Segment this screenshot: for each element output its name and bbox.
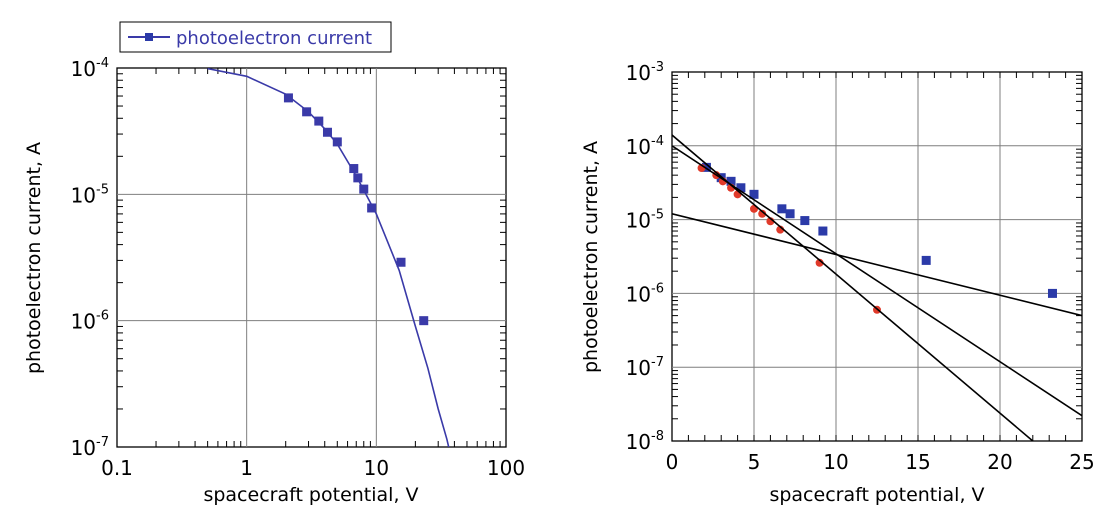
x-tick-label: 0 xyxy=(666,450,679,474)
y-tick-label: 10-4 xyxy=(626,134,664,159)
legend-label: photoelectron current xyxy=(176,28,372,49)
right-x-axis-label: spacecraft potential, V xyxy=(769,484,984,506)
legend-marker xyxy=(145,33,153,41)
square-point xyxy=(726,176,736,186)
square-point xyxy=(777,204,787,214)
square-point xyxy=(367,203,377,213)
right-y-tick-labels: 10-8 10-7 10-6 10-5 10-4 10-3 xyxy=(626,60,664,454)
x-tick-label: 20 xyxy=(987,450,1012,474)
y-tick-label: 10-5 xyxy=(71,182,109,207)
square-point xyxy=(322,127,332,137)
y-tick-label: 10-8 xyxy=(626,429,664,454)
right-grid xyxy=(672,72,1082,441)
x-tick-label: 15 xyxy=(905,450,930,474)
fit-curve xyxy=(207,68,450,447)
x-tick-label: 1 xyxy=(240,456,253,480)
square-point xyxy=(353,173,363,183)
square-point xyxy=(785,209,795,219)
left-grid xyxy=(117,68,506,447)
square-point xyxy=(359,184,369,194)
left-plot-frame xyxy=(116,67,507,448)
left-x-axis-label: spacecraft potential, V xyxy=(203,484,418,506)
right-data xyxy=(672,134,1082,441)
left-y-axis-label: photoelectron current, A xyxy=(23,142,45,374)
square-point xyxy=(349,164,359,174)
y-tick-label: 10-3 xyxy=(626,60,664,85)
square-point xyxy=(283,93,293,103)
square-point xyxy=(332,137,342,147)
square-point xyxy=(302,107,312,117)
x-tick-label: 100 xyxy=(487,456,525,480)
trend-line xyxy=(672,145,1082,417)
x-tick-label: 10 xyxy=(364,456,389,480)
square-point xyxy=(818,226,828,236)
square-point xyxy=(1047,288,1057,298)
x-tick-label: 25 xyxy=(1069,450,1094,474)
left-chart: 0.1 1 10 100 10-7 10-6 10-5 10-4 spacecraft po… xyxy=(23,21,525,506)
right-plot-frame xyxy=(671,71,1083,442)
x-tick-label: 0.1 xyxy=(101,456,133,480)
x-tick-label: 5 xyxy=(748,450,761,474)
y-tick-label: 10-4 xyxy=(71,56,109,81)
y-tick-label: 10-6 xyxy=(626,281,664,306)
square-point xyxy=(701,162,711,172)
square-point xyxy=(314,116,324,126)
square-point xyxy=(749,189,759,199)
x-tick-label: 10 xyxy=(823,450,848,474)
right-chart: 0 5 10 15 20 25 10-8 10-7 10-6 10-5 10-4 10-3 spac… xyxy=(580,60,1095,506)
square-point xyxy=(800,216,810,226)
square-point xyxy=(736,183,746,193)
y-tick-label: 10-5 xyxy=(626,208,664,233)
y-tick-label: 10-7 xyxy=(626,355,664,380)
left-data xyxy=(207,68,450,447)
right-minor-ticks xyxy=(672,72,1082,441)
square-point xyxy=(921,255,931,265)
left-y-tick-labels: 10-7 10-6 10-5 10-4 xyxy=(71,56,109,460)
left-minor-ticks xyxy=(117,68,506,447)
y-tick-label: 10-7 xyxy=(71,435,109,460)
y-tick-label: 10-6 xyxy=(71,309,109,334)
left-x-tick-labels: 0.1 1 10 100 xyxy=(101,456,525,480)
right-x-tick-labels: 0 5 10 15 20 25 xyxy=(666,450,1095,474)
right-y-axis-label: photoelectron current, A xyxy=(580,141,602,373)
square-point xyxy=(419,316,429,326)
left-legend: photoelectron current xyxy=(119,21,392,53)
circle-point xyxy=(758,209,767,218)
square-point xyxy=(396,257,406,267)
circle-point xyxy=(815,258,824,267)
trend-line xyxy=(672,212,1082,317)
